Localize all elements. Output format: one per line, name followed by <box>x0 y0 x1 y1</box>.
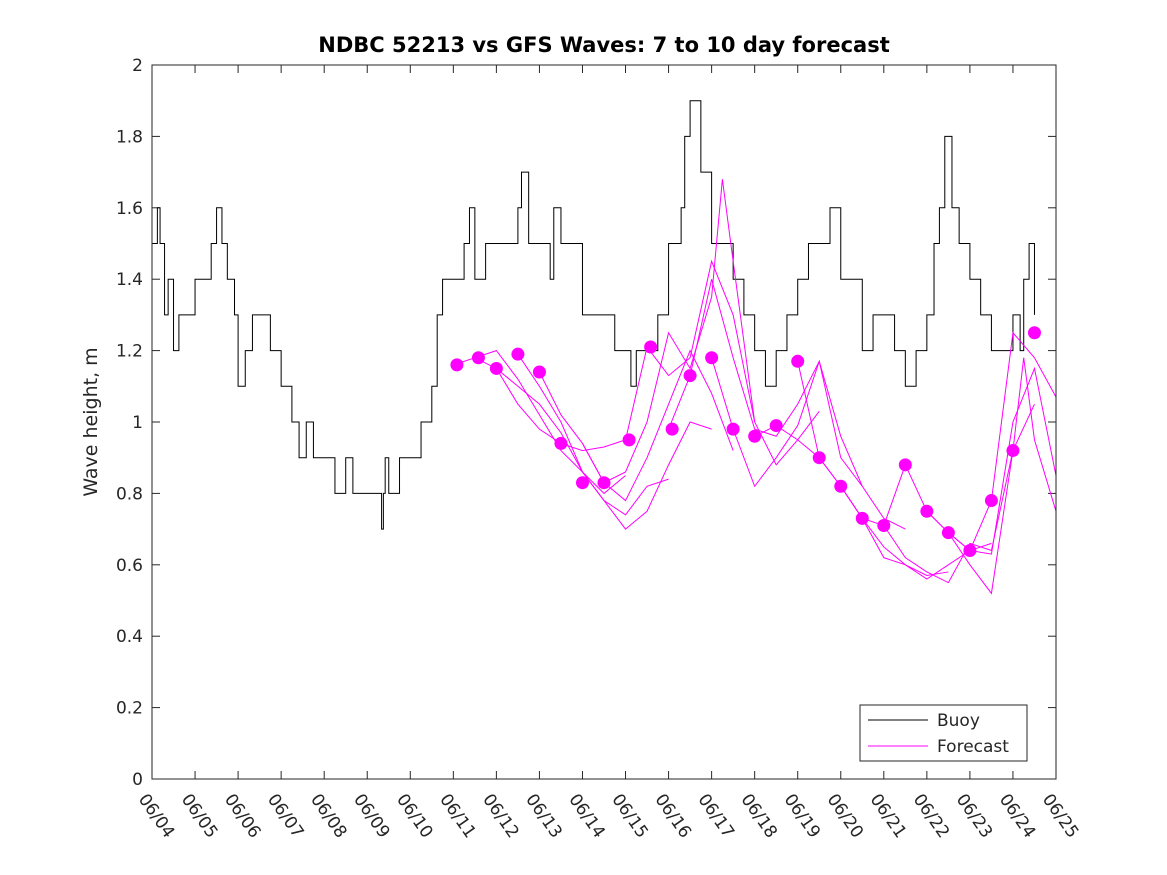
forecast-marker <box>683 369 697 383</box>
forecast-marker <box>941 526 955 540</box>
legend-forecast-label: Forecast <box>937 737 1009 757</box>
forecast-run-line <box>797 361 992 580</box>
forecast-marker <box>769 419 783 433</box>
legend: Buoy Forecast <box>859 704 1028 762</box>
forecast-marker <box>471 351 485 365</box>
forecast-marker <box>575 476 589 490</box>
forecast-marker <box>511 347 525 361</box>
forecast-marker <box>877 519 891 533</box>
forecast-marker <box>812 451 826 465</box>
forecast-marker <box>984 494 998 508</box>
y-tick-label: 1.4 <box>116 270 143 290</box>
buoy-line <box>152 100 1035 530</box>
forecast-marker <box>489 361 503 375</box>
forecast-marker <box>644 340 658 354</box>
y-tick-label: 0 <box>132 770 143 790</box>
forecast-marker <box>920 504 934 518</box>
forecast-run-line <box>474 350 626 495</box>
forecast-marker <box>554 436 568 450</box>
forecast-run-line <box>538 349 734 502</box>
chart-title: NDBC 52213 vs GFS Waves: 7 to 10 day for… <box>318 33 889 57</box>
forecast-marker <box>1006 444 1020 458</box>
forecast-marker <box>834 479 848 493</box>
y-tick-label: 0.2 <box>116 699 143 719</box>
forecast-marker <box>665 422 679 436</box>
forecast-run-line <box>625 259 820 466</box>
y-axis-ticks: 0 0.2 0.4 0.6 0.8 1 1.2 1.4 1.6 1.8 2 <box>116 56 1056 790</box>
y-tick-label: 0.4 <box>116 627 143 647</box>
y-tick-label: 0.8 <box>116 484 143 504</box>
y-axis-label: Wave height, m <box>80 347 102 496</box>
forecast-run-line <box>517 353 712 530</box>
y-tick-label: 1.8 <box>116 127 143 147</box>
legend-buoy-label: Buoy <box>937 711 980 731</box>
legend-box <box>859 704 1028 762</box>
forecast-marker <box>597 476 611 490</box>
forecast-run-line <box>582 179 756 484</box>
forecast-marker <box>748 429 762 443</box>
y-tick-label: 1.6 <box>116 199 143 219</box>
forecast-marker <box>963 544 977 558</box>
forecast-run-line <box>668 279 863 487</box>
forecast-marker <box>791 354 805 368</box>
forecast-marker <box>705 351 719 365</box>
plot-frame <box>151 64 1057 780</box>
y-tick-label: 2 <box>132 56 143 76</box>
forecast-marker <box>1027 326 1041 340</box>
forecast-marker <box>898 458 912 472</box>
forecast-marker <box>726 422 740 436</box>
y-tick-label: 1 <box>132 413 143 433</box>
forecast-marker <box>855 511 869 525</box>
forecast-run-line <box>840 403 1035 584</box>
plot-area <box>152 65 1056 779</box>
y-tick-label: 1.2 <box>116 342 143 362</box>
y-tick-label: 0.6 <box>116 556 143 576</box>
forecast-marker <box>532 365 546 379</box>
forecast-marker <box>622 433 636 447</box>
forecast-run-line <box>711 357 906 530</box>
forecast-marker <box>450 358 464 372</box>
series-layer <box>152 100 1057 595</box>
